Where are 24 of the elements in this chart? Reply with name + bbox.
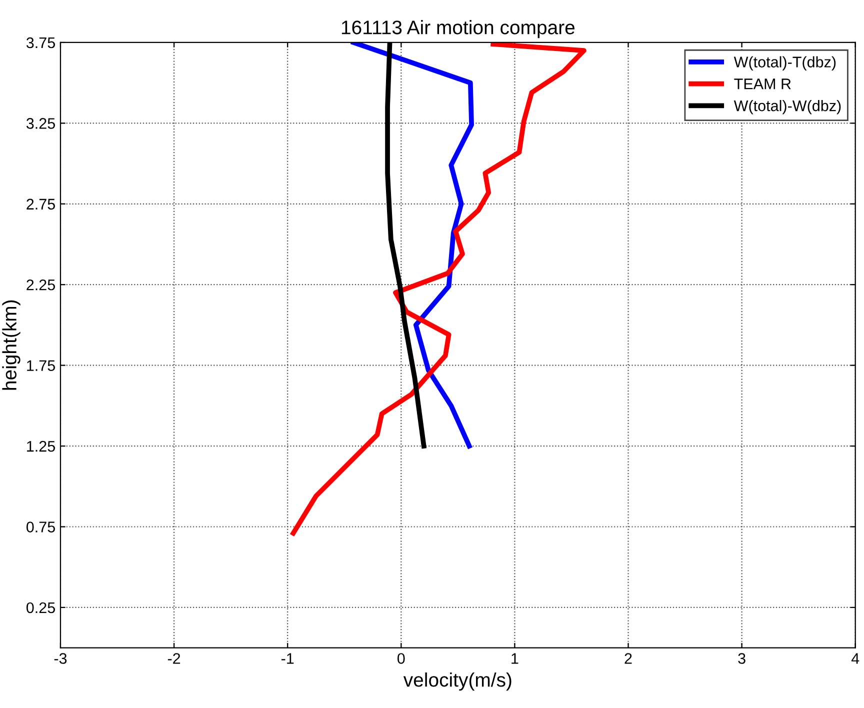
x-tick-label: 0 [397,653,405,664]
y-tick-label: 0.25 [26,602,55,614]
y-tick-label: 3.75 [26,37,55,48]
y-tick-label: 3.25 [26,118,55,129]
legend-label: TEAM R [734,78,791,90]
x-tick-label: 1 [512,653,518,664]
line-series [290,42,586,536]
x-tick-label: -2 [168,653,180,664]
line-series [351,42,474,448]
chart-title: 161113 Air motion compare [342,20,575,38]
x-tick-label: 3 [738,653,746,664]
x-tick-label: 4 [851,653,860,664]
y-tick-label: 2.25 [26,279,55,290]
y-axis-title: height(km) [2,300,20,390]
y-tick-label: 2.75 [26,198,55,210]
y-tick-label: 1.25 [27,440,55,452]
x-tick-label: -3 [54,653,67,664]
legend-label: W(total)-T(dbz) [734,56,836,70]
x-tick-label: 2 [624,653,632,664]
y-tick-label: 1.75 [27,360,55,372]
legend-label: W(total)-W(dbz) [734,100,841,114]
x-axis-title: velocity(m/s) [403,672,512,691]
x-tick-label: -1 [281,653,294,664]
y-tick-label: 0.75 [26,522,55,532]
